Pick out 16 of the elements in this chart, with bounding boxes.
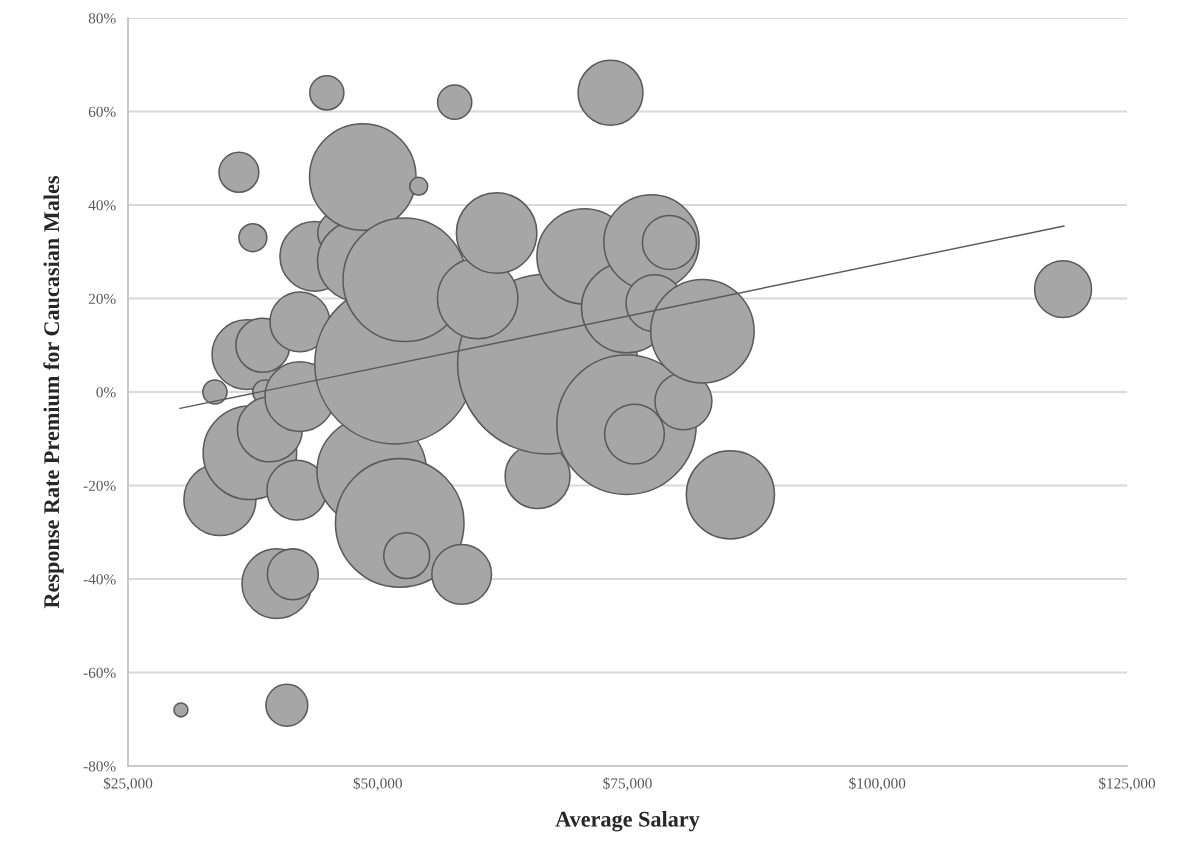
y-tick-label: -80%	[83, 761, 116, 772]
y-tick-label: 0%	[96, 387, 116, 398]
x-axis-title: Average Salary	[555, 811, 700, 832]
y-tick-label: -60%	[83, 667, 116, 678]
y-tick-label: 80%	[88, 13, 116, 24]
y-tick-label: -20%	[83, 480, 116, 491]
y-tick-label: -40%	[83, 574, 116, 585]
x-tick-label: $50,000	[353, 777, 402, 791]
x-tick-label: $25,000	[103, 777, 153, 791]
y-tick-label: 60%	[88, 106, 116, 117]
x-tick-label: $125,000	[1099, 777, 1156, 791]
y-axis-title: Response Rate Premium for Caucasian Males	[43, 175, 64, 609]
x-tick-label: $100,000	[849, 777, 906, 791]
x-tick-label: $75,000	[603, 777, 652, 791]
y-tick-label: 20%	[88, 293, 116, 304]
y-tick-label: 40%	[88, 200, 116, 211]
